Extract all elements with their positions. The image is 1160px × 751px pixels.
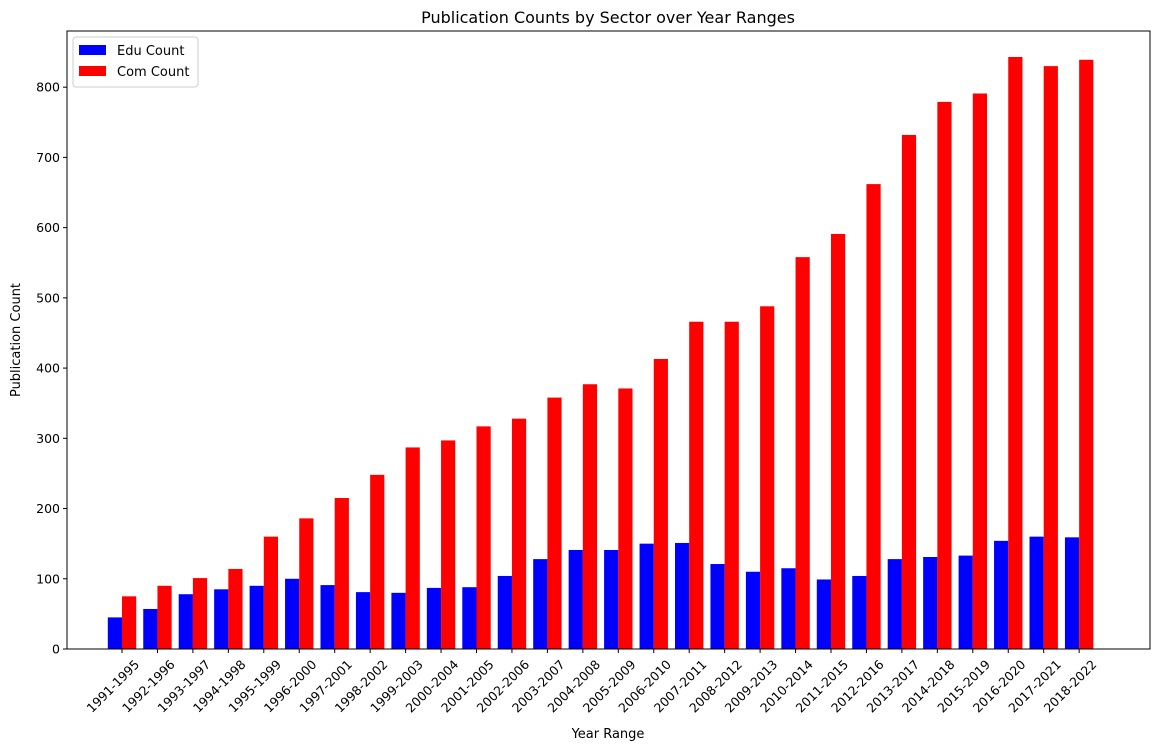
y-tick-label: 300 xyxy=(36,431,60,446)
bar-com-2014-2018 xyxy=(937,101,952,650)
bar-com-2000-2004 xyxy=(441,440,456,649)
bar-edu-1997-2001 xyxy=(320,585,335,649)
bar-edu-2012-2016 xyxy=(852,575,867,649)
bar-com-1997-2001 xyxy=(334,498,349,649)
x-axis-title: Year Range xyxy=(571,727,645,742)
bar-edu-1994-1998 xyxy=(214,589,229,649)
bar-com-1993-1997 xyxy=(192,578,208,649)
bar-edu-2008-2012 xyxy=(710,564,725,649)
bar-edu-2016-2020 xyxy=(994,540,1009,649)
bar-edu-1993-1997 xyxy=(178,594,193,649)
bar-edu-1996-2000 xyxy=(285,578,300,649)
y-tick-label: 500 xyxy=(36,290,60,305)
y-tick-label: 700 xyxy=(36,150,60,165)
bar-edu-2011-2015 xyxy=(816,579,831,649)
bar-edu-1998-2002 xyxy=(355,592,371,649)
bar-com-2002-2006 xyxy=(511,418,527,649)
y-axis-title: Publication Count xyxy=(9,283,24,397)
y-tick-label: 800 xyxy=(36,80,60,95)
bar-edu-2018-2022 xyxy=(1064,537,1080,649)
bar-com-2011-2015 xyxy=(831,233,846,649)
y-axis: 0 100 200 300 400 500 600 700 800 xyxy=(36,80,67,657)
y-tick-label: 400 xyxy=(36,361,60,376)
bar-edu-1992-1996 xyxy=(143,608,158,649)
bar-com-2015-2019 xyxy=(972,93,987,649)
bar-edu-2014-2018 xyxy=(923,557,938,649)
legend-label-com: Com Count xyxy=(117,65,189,80)
bar-edu-2001-2005 xyxy=(462,587,477,649)
bar-com-2016-2020 xyxy=(1008,56,1023,650)
bar-edu-2006-2010 xyxy=(639,543,654,649)
bar-com-2013-2017 xyxy=(901,134,917,649)
bar-com-1991-1995 xyxy=(122,596,137,649)
plot-frame xyxy=(66,30,1151,650)
bar-edu-2017-2021 xyxy=(1029,536,1044,649)
legend: Edu Count Com Count xyxy=(72,36,199,88)
bar-com-2003-2007 xyxy=(547,397,562,649)
bar-com-2005-2009 xyxy=(618,388,633,649)
y-tick-label: 600 xyxy=(36,220,60,235)
bar-com-2017-2021 xyxy=(1043,66,1058,650)
bar-edu-1999-2003 xyxy=(391,592,406,649)
bar-com-1996-2000 xyxy=(299,518,314,649)
y-tick-label: 0 xyxy=(52,642,60,657)
bar-edu-2015-2019 xyxy=(958,555,973,649)
bar-edu-1995-1999 xyxy=(249,585,264,649)
bar-com-2010-2014 xyxy=(795,257,810,649)
bar-com-2009-2013 xyxy=(760,306,775,649)
bar-edu-2013-2017 xyxy=(887,559,902,649)
y-tick-label: 100 xyxy=(36,571,60,586)
legend-label-edu: Edu Count xyxy=(117,44,184,59)
bar-com-2001-2005 xyxy=(476,426,491,649)
bar-edu-2005-2009 xyxy=(604,549,619,649)
bar-edu-2010-2014 xyxy=(781,568,796,649)
bar-com-1995-1999 xyxy=(263,536,278,649)
x-axis: 1991-19951992-19961993-19971994-19981995… xyxy=(84,649,1099,715)
bar-com-1999-2003 xyxy=(405,447,420,649)
bar-com-1994-1998 xyxy=(228,568,243,649)
bar-com-1992-1996 xyxy=(157,585,172,649)
bar-edu-2007-2011 xyxy=(675,542,690,649)
y-tick-label: 200 xyxy=(36,501,60,516)
bar-com-2006-2010 xyxy=(653,358,668,649)
bar-edu-2003-2007 xyxy=(533,559,548,649)
bar-edu-1991-1995 xyxy=(107,617,122,649)
legend-swatch-com xyxy=(79,66,106,76)
bar-com-2018-2022 xyxy=(1079,59,1094,650)
bar-com-2004-2008 xyxy=(582,384,598,649)
bar-com-2008-2012 xyxy=(724,321,739,649)
chart-title: Publication Counts by Sector over Year R… xyxy=(421,8,795,27)
bar-edu-2009-2013 xyxy=(745,571,761,649)
legend-swatch-edu xyxy=(79,45,106,55)
bar-edu-2004-2008 xyxy=(568,549,583,649)
bar-com-2012-2016 xyxy=(866,184,881,649)
bars-group xyxy=(107,56,1094,650)
bar-edu-2002-2006 xyxy=(497,575,512,649)
bar-com-1998-2002 xyxy=(370,474,385,649)
bar-edu-2000-2004 xyxy=(426,587,442,649)
bar-com-2007-2011 xyxy=(689,321,704,649)
